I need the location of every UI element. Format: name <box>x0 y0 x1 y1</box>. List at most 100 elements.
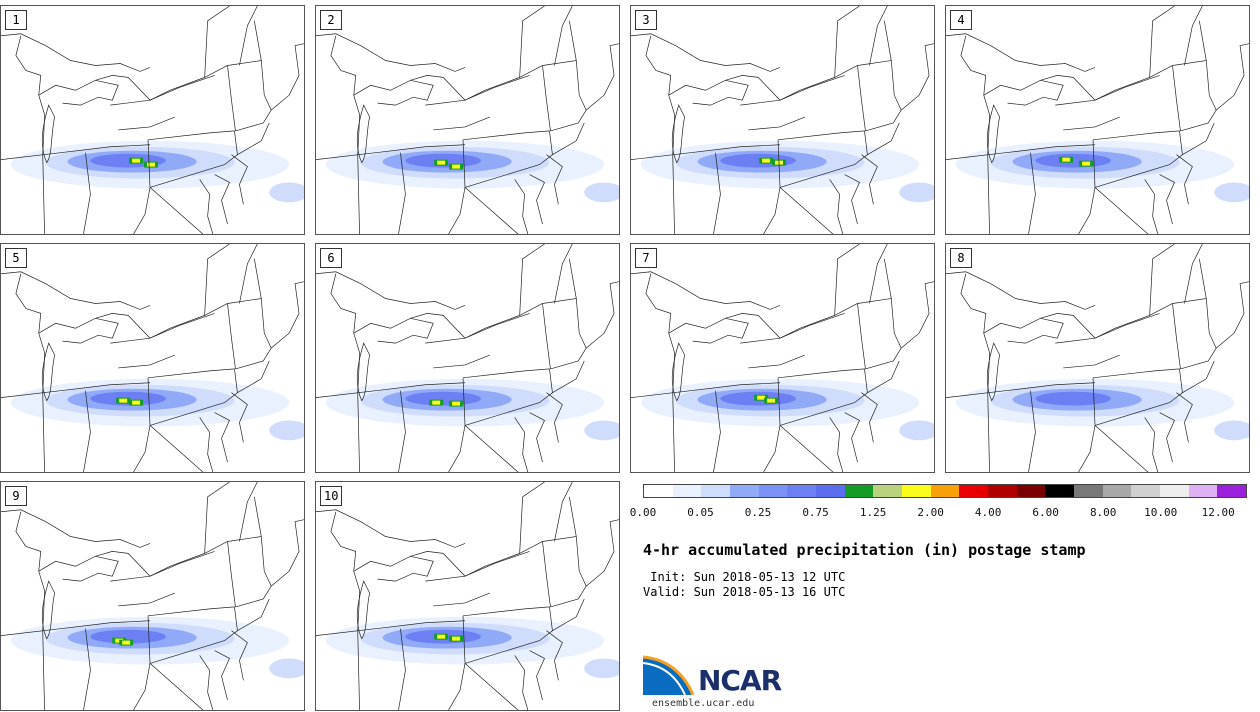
colorbar-tick-label: 0.25 <box>744 506 772 519</box>
map-boundary <box>15 273 46 393</box>
map-boundary <box>550 519 619 608</box>
map-boundary <box>316 33 466 72</box>
map-boundary <box>253 20 262 61</box>
map-boundary <box>542 60 587 111</box>
map-boundary <box>464 425 519 472</box>
map-boundary <box>777 377 781 426</box>
map-boundary <box>353 79 434 106</box>
map-boundary <box>316 509 466 548</box>
map-boundary <box>42 154 45 234</box>
colorbar-tick-label: 4.00 <box>974 506 1002 519</box>
map-boundary <box>1144 179 1159 234</box>
map-boundary <box>519 482 545 554</box>
map-boundary <box>149 425 204 472</box>
precip-core-yellow <box>762 158 771 163</box>
member-number: 10 <box>320 486 343 506</box>
map-boundary <box>740 313 845 344</box>
map-boundary <box>237 122 270 155</box>
map-boundary <box>227 60 272 111</box>
map-boundary <box>1063 116 1120 131</box>
map-boundary <box>713 152 721 234</box>
map-boundary <box>829 179 844 234</box>
map-boundary <box>763 425 781 472</box>
colorbar-box <box>930 485 960 497</box>
precip-colorbar <box>643 484 1247 498</box>
precip-map <box>1 244 304 472</box>
member-number: 8 <box>950 248 972 268</box>
map-boundary <box>448 425 466 472</box>
member-panel: 10 <box>315 481 620 711</box>
map-boundary <box>316 382 466 398</box>
map-boundary <box>239 6 258 66</box>
precip-shading <box>90 629 166 644</box>
map-boundary <box>204 244 230 316</box>
map-boundary <box>83 628 91 710</box>
map-boundary <box>316 620 466 636</box>
map-boundary <box>1176 392 1193 443</box>
map-boundary <box>542 536 587 587</box>
map-boundary <box>1094 425 1149 472</box>
map-boundary <box>671 342 686 402</box>
map-boundary <box>748 354 805 369</box>
member-number: 4 <box>950 10 972 30</box>
member-number: 7 <box>635 248 657 268</box>
colorbar-box <box>1217 485 1247 497</box>
precip-shading <box>269 420 304 441</box>
map-boundary <box>398 628 406 710</box>
map-boundary <box>462 615 466 664</box>
precip-map <box>631 244 934 472</box>
map-boundary <box>1172 65 1181 131</box>
map-boundary <box>514 655 529 710</box>
colorbar-box <box>1016 485 1046 497</box>
map-boundary <box>83 152 91 234</box>
colorbar-box <box>844 485 874 497</box>
map-boundary <box>645 35 676 155</box>
map-boundary <box>986 342 1001 402</box>
map-boundary <box>1028 390 1036 472</box>
colorbar-box <box>1131 485 1161 497</box>
init-time: Init: Sun 2018-05-13 12 UTC <box>643 570 846 584</box>
map-boundary <box>857 303 866 369</box>
map-boundary <box>356 104 371 164</box>
map-boundary <box>149 663 204 710</box>
map-boundary <box>204 6 230 78</box>
colorbar-box <box>672 485 702 497</box>
precip-core-yellow <box>432 400 441 405</box>
map-boundary <box>865 43 934 132</box>
colorbar-box <box>988 485 1017 497</box>
map-boundary <box>147 606 238 664</box>
map-boundary <box>645 273 676 393</box>
precip-core-yellow <box>452 401 461 406</box>
map-boundary <box>330 35 361 155</box>
map-boundary <box>448 187 466 234</box>
map-boundary <box>763 187 781 234</box>
member-number: 2 <box>320 10 342 30</box>
map-boundary <box>869 6 888 66</box>
member-number: 6 <box>320 248 342 268</box>
map-boundary <box>227 65 236 131</box>
map-boundary <box>199 417 214 472</box>
colorbar-tick-label: 1.25 <box>859 506 887 519</box>
map-boundary <box>550 43 619 132</box>
colorbar-tick-label: 8.00 <box>1089 506 1117 519</box>
map-boundary <box>1092 368 1183 426</box>
precip-core-yellow <box>115 638 124 643</box>
member-panel: 6 <box>315 243 620 473</box>
map-boundary <box>529 412 545 463</box>
member-panel: 9 <box>0 481 305 711</box>
colorbar-box <box>644 485 673 497</box>
map-boundary <box>357 392 360 472</box>
precip-core-yellow <box>767 398 776 403</box>
map-boundary <box>227 536 272 587</box>
map-boundary <box>834 6 860 78</box>
map-boundary <box>353 555 434 582</box>
colorbar-box <box>1188 485 1218 497</box>
map-boundary <box>631 271 781 310</box>
map-boundary <box>1092 130 1183 188</box>
map-boundary <box>227 298 272 349</box>
map-boundary <box>462 130 553 188</box>
precip-core-yellow <box>132 400 141 405</box>
map-boundary <box>83 390 91 472</box>
map-boundary <box>1159 412 1175 463</box>
map-boundary <box>946 271 1096 310</box>
